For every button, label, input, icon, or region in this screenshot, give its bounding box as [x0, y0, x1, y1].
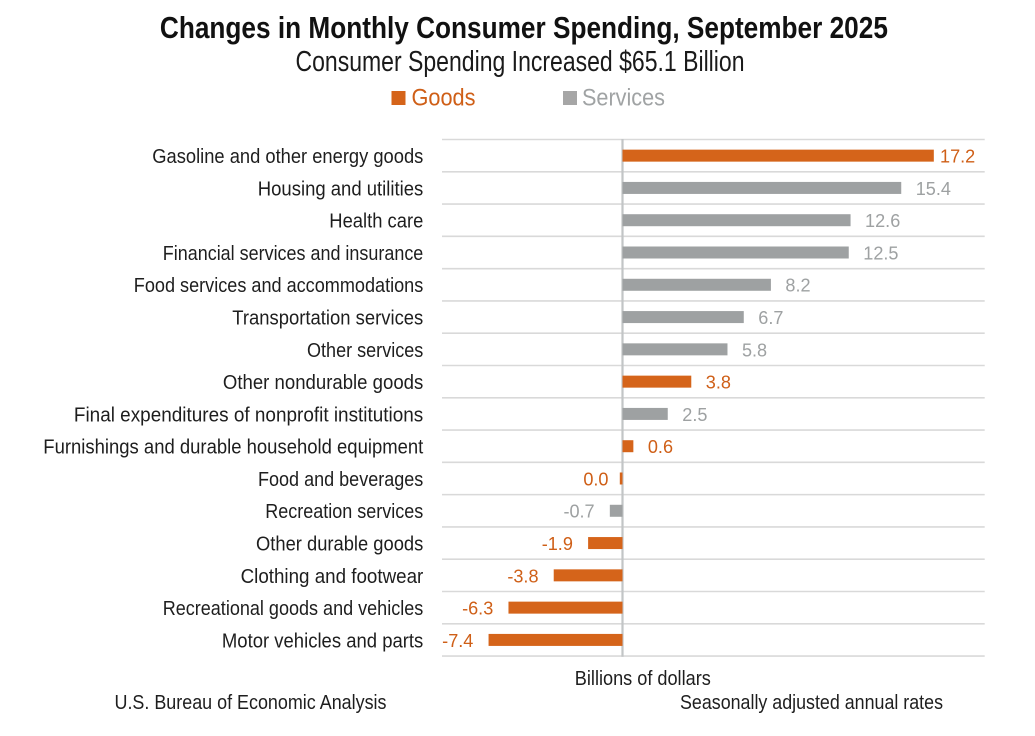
svg-text:Food and beverages: Food and beverages: [258, 468, 423, 491]
svg-text:Transportation services: Transportation services: [232, 306, 423, 329]
svg-text:Goods: Goods: [412, 86, 476, 112]
svg-text:2.5: 2.5: [682, 405, 707, 425]
svg-text:Consumer Spending Increased $6: Consumer Spending Increased $65.1 Billio…: [296, 46, 745, 78]
svg-text:-3.8: -3.8: [507, 566, 538, 586]
svg-text:-7.4: -7.4: [442, 631, 473, 651]
svg-text:Gasoline and other energy good: Gasoline and other energy goods: [152, 145, 423, 168]
svg-text:Motor vehicles and parts: Motor vehicles and parts: [222, 629, 423, 652]
svg-text:-0.7: -0.7: [563, 502, 594, 522]
svg-text:3.8: 3.8: [706, 373, 731, 393]
svg-text:Changes in Monthly Consumer Sp: Changes in Monthly Consumer Spending, Se…: [160, 11, 888, 45]
svg-text:U.S. Bureau of Economic Analys: U.S. Bureau of Economic Analysis: [115, 691, 387, 714]
svg-text:Other nondurable goods: Other nondurable goods: [223, 371, 423, 394]
svg-text:Recreation services: Recreation services: [265, 500, 423, 523]
svg-text:12.6: 12.6: [865, 211, 900, 231]
svg-text:6.7: 6.7: [758, 308, 783, 328]
svg-text:Food services and accommodatio: Food services and accommodations: [134, 274, 424, 297]
svg-text:15.4: 15.4: [916, 179, 951, 199]
svg-text:-6.3: -6.3: [462, 599, 493, 619]
svg-text:Housing and utilities: Housing and utilities: [258, 177, 424, 200]
svg-text:Other durable goods: Other durable goods: [256, 532, 423, 555]
svg-text:Other services: Other services: [307, 339, 423, 362]
svg-text:Furnishings and durable househ: Furnishings and durable household equipm…: [43, 436, 423, 459]
svg-text:Financial services and insuran: Financial services and insurance: [163, 242, 424, 265]
svg-text:17.2: 17.2: [940, 147, 975, 167]
svg-text:0.0: 0.0: [583, 469, 608, 489]
svg-text:Final expenditures of nonprofi: Final expenditures of nonprofit institut…: [74, 403, 423, 426]
svg-text:Health care: Health care: [329, 210, 423, 233]
svg-text:5.8: 5.8: [742, 340, 767, 360]
svg-text:-1.9: -1.9: [542, 534, 573, 554]
svg-text:Clothing and footwear: Clothing and footwear: [241, 565, 424, 588]
svg-text:0.6: 0.6: [648, 437, 673, 457]
svg-text:Seasonally adjusted annual rat: Seasonally adjusted annual rates: [680, 691, 943, 714]
svg-text:12.5: 12.5: [863, 243, 898, 263]
svg-text:Recreational goods and vehicle: Recreational goods and vehicles: [163, 597, 424, 620]
svg-text:8.2: 8.2: [785, 276, 810, 296]
svg-text:Billions of dollars: Billions of dollars: [575, 667, 711, 690]
svg-text:Services: Services: [582, 86, 665, 112]
